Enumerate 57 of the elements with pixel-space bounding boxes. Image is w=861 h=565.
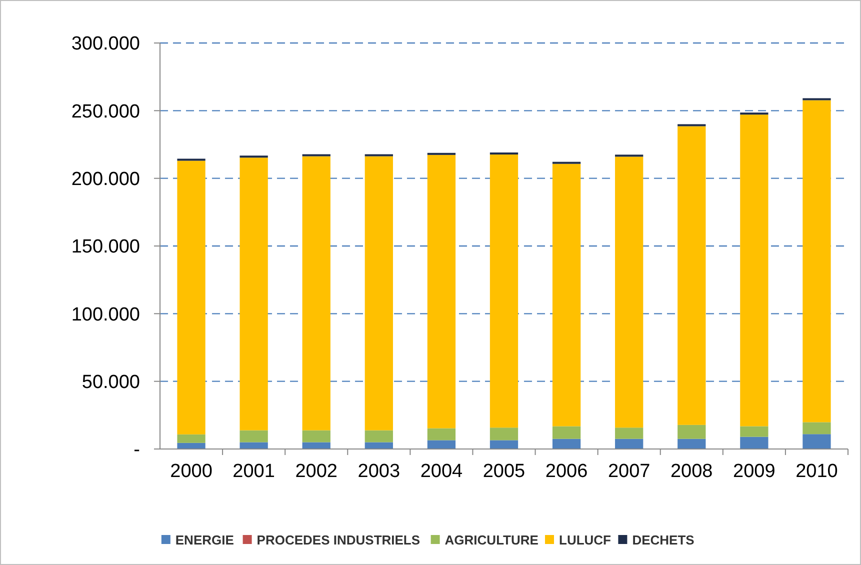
bar bbox=[302, 442, 330, 449]
bar bbox=[552, 164, 581, 426]
y-tick-label: 150.000 bbox=[71, 236, 140, 258]
bar bbox=[364, 442, 393, 449]
legend-label: DECHETS bbox=[632, 532, 695, 548]
y-tick-label: 300.000 bbox=[71, 34, 140, 55]
y-tick-label: - bbox=[134, 440, 140, 461]
bar bbox=[615, 156, 644, 428]
bar bbox=[615, 428, 644, 439]
legend-label: LULUCF bbox=[559, 532, 612, 548]
bar bbox=[802, 100, 831, 422]
x-tick-label: 2003 bbox=[358, 461, 400, 482]
bar bbox=[240, 158, 268, 430]
bar bbox=[490, 152, 518, 155]
y-tick-label: 50.000 bbox=[82, 372, 140, 393]
x-tick-label: 2005 bbox=[482, 461, 526, 482]
bar bbox=[240, 442, 268, 449]
bar bbox=[552, 426, 581, 439]
bar bbox=[740, 426, 768, 437]
bar bbox=[364, 430, 393, 442]
x-tick-label: 2000 bbox=[170, 461, 212, 482]
x-tick-label: 2008 bbox=[670, 461, 713, 482]
x-tick-label: 2010 bbox=[796, 461, 838, 482]
bar bbox=[740, 436, 768, 449]
x-tick-label: 2001 bbox=[232, 461, 275, 482]
bar bbox=[240, 430, 268, 442]
y-tick-label: 100.000 bbox=[71, 304, 140, 326]
legend-label: AGRICULTURE bbox=[444, 532, 539, 548]
bar bbox=[177, 434, 206, 443]
y-tick-label: 200.000 bbox=[71, 168, 140, 190]
x-tick-label: 2004 bbox=[420, 461, 464, 482]
bar bbox=[302, 156, 330, 430]
bar bbox=[740, 114, 768, 426]
bar bbox=[427, 154, 456, 428]
bar bbox=[552, 438, 581, 449]
bar bbox=[678, 126, 706, 425]
bar bbox=[490, 428, 518, 440]
bar bbox=[302, 430, 330, 442]
bar bbox=[615, 438, 644, 449]
bar bbox=[678, 438, 706, 449]
bar bbox=[427, 428, 456, 440]
x-tick-label: 2007 bbox=[608, 461, 650, 482]
bar bbox=[678, 424, 706, 439]
x-tick-label: 2002 bbox=[295, 461, 338, 482]
y-tick-label: 250.000 bbox=[71, 101, 140, 122]
bar bbox=[177, 160, 206, 434]
bar bbox=[490, 154, 518, 428]
x-tick-label: 2006 bbox=[545, 461, 588, 482]
bar bbox=[427, 440, 456, 449]
bar bbox=[802, 434, 831, 449]
bar bbox=[364, 156, 393, 430]
legend-label: PROCEDES INDUSTRIELS bbox=[256, 532, 420, 548]
legend-label: ENERGIE bbox=[175, 532, 234, 548]
x-tick-label: 2009 bbox=[733, 461, 776, 482]
bar bbox=[177, 442, 206, 449]
bar bbox=[802, 422, 831, 434]
bar bbox=[490, 440, 518, 449]
